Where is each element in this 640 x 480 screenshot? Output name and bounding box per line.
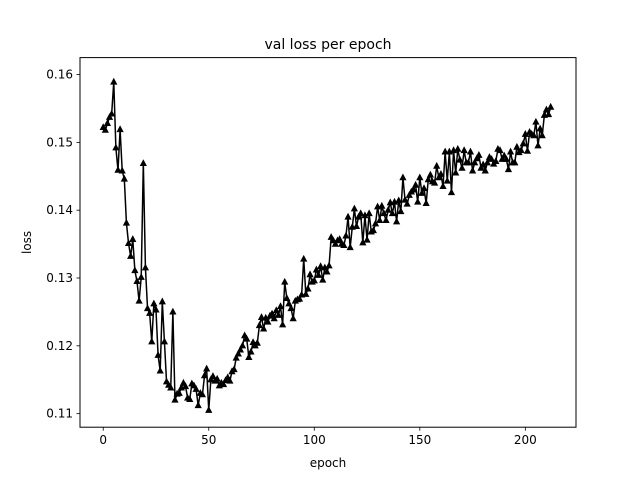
data-point (129, 235, 136, 242)
y-tick-label: 0.12 (46, 339, 73, 353)
data-point (427, 171, 434, 178)
data-point (412, 181, 419, 188)
data-point (169, 308, 176, 315)
data-point (507, 148, 514, 155)
data-point (547, 103, 554, 110)
data-point (433, 162, 440, 169)
y-tick-label: 0.11 (46, 407, 73, 421)
data-point (112, 144, 119, 151)
data-point (138, 273, 145, 280)
data-point (376, 216, 383, 223)
data-point (347, 243, 354, 250)
data-point (353, 222, 360, 229)
data-point (469, 167, 476, 174)
data-point (157, 367, 164, 374)
x-tick-label: 50 (201, 433, 216, 447)
data-point (444, 177, 451, 184)
data-point (524, 147, 531, 154)
data-point (393, 218, 400, 225)
data-point (513, 143, 520, 150)
data-point (136, 297, 143, 304)
data-point (366, 209, 373, 216)
data-point (475, 151, 482, 158)
y-tick-label: 0.13 (46, 271, 73, 285)
data-point (532, 118, 539, 125)
data-point (150, 300, 157, 307)
data-point (414, 198, 421, 205)
data-point (121, 175, 128, 182)
data-point (239, 342, 246, 349)
data-point (378, 202, 385, 209)
y-tick-label: 0.16 (46, 68, 73, 82)
data-point (279, 321, 286, 328)
data-point (344, 213, 351, 220)
data-point (123, 219, 130, 226)
data-point (159, 298, 166, 305)
data-point (195, 401, 202, 408)
data-point (448, 188, 455, 195)
y-ticks: 0.11 0.12 0.13 0.14 0.15 0.16 (46, 68, 80, 421)
data-point (363, 236, 370, 243)
x-tick-label: 200 (514, 433, 537, 447)
data-point (104, 119, 111, 126)
data-point (423, 199, 430, 206)
data-point (325, 262, 332, 269)
data-point (399, 173, 406, 180)
data-point (142, 264, 149, 271)
data-point (505, 165, 512, 172)
x-axis-label: epoch (310, 456, 347, 470)
data-point (131, 266, 138, 273)
data-point (281, 278, 288, 285)
data-point (351, 205, 358, 212)
x-tick-label: 100 (303, 433, 326, 447)
data-point (461, 146, 468, 153)
data-point (110, 78, 117, 85)
y-axis-label: loss (20, 231, 34, 254)
data-point (203, 365, 210, 372)
data-point (148, 338, 155, 345)
data-point (290, 314, 297, 321)
data-point (382, 216, 389, 223)
plot-data (100, 78, 555, 413)
data-point (205, 406, 212, 413)
data-point (467, 148, 474, 155)
series-line (103, 82, 550, 410)
data-point (454, 145, 461, 152)
data-point (140, 159, 147, 166)
plot-frame (80, 58, 576, 428)
x-ticks: 0 50 100 150 200 (99, 427, 536, 447)
x-tick-label: 150 (408, 433, 431, 447)
data-point (306, 270, 313, 277)
y-tick-label: 0.15 (46, 135, 73, 149)
data-point (171, 396, 178, 403)
data-point (300, 255, 307, 262)
data-point (117, 125, 124, 132)
data-point (416, 173, 423, 180)
y-tick-label: 0.14 (46, 203, 73, 217)
chart-title: val loss per epoch (264, 37, 391, 53)
x-tick-label: 0 (99, 433, 107, 447)
data-point (534, 142, 541, 149)
